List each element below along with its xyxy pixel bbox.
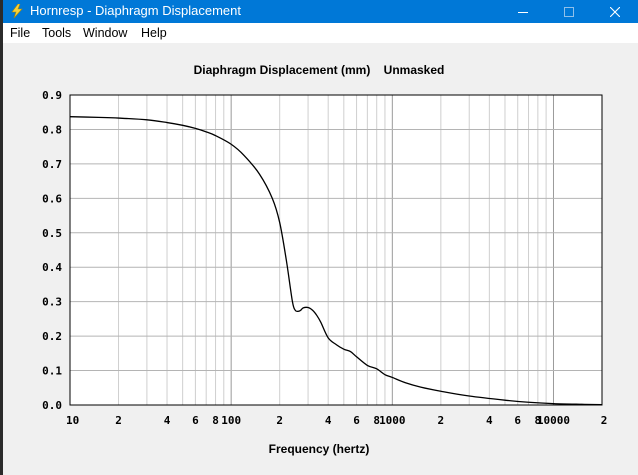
x-tick-label: 8 [373,414,380,427]
minimize-icon [518,11,528,13]
plot-border [69,94,603,406]
x-tick-label: 100 [221,414,241,427]
x-tick-label: 1000 [379,414,406,427]
plot-area [69,94,603,406]
y-tick-label: 0.5 [42,227,62,240]
y-tick-label: 0.6 [42,192,62,205]
chart-title: Diaphragm Displacement (mm) Unmasked [0,63,638,77]
y-tick-label: 0.1 [42,365,62,378]
x-tick-label: 4 [486,414,493,427]
x-tick-label: 2 [115,414,122,427]
y-tick-label: 0.8 [42,123,62,136]
window-title: Hornresp - Diaphragm Displacement [30,3,241,18]
x-tick-label: 4 [325,414,332,427]
grid-lines [70,95,602,405]
menu-bar: File Tools Window Help [3,23,638,43]
x-tick-label: 10000 [537,414,570,427]
y-tick-label: 0.9 [42,89,62,102]
y-tick-label: 0.7 [42,158,62,171]
menu-tools[interactable]: Tools [42,26,72,40]
menu-file[interactable]: File [10,26,31,40]
maximize-icon [564,6,574,17]
x-axis-title: Frequency (hertz) [268,442,370,456]
lightning-icon [11,4,23,18]
chart-mask-status: Unmasked [383,63,445,77]
y-axis-labels: 0.0 0.1 0.2 0.3 0.4 0.5 0.6 0.7 0.8 0.9 [42,89,62,412]
x-tick-label: 2 [601,414,608,427]
background-strip [0,0,3,475]
x-tick-label: 6 [353,414,360,427]
x-tick-label: 8 [535,414,542,427]
x-tick-label: 2 [276,414,283,427]
y-tick-label: 0.4 [42,261,62,274]
y-tick-label: 0.3 [42,296,62,309]
x-tick-label: 6 [514,414,521,427]
x-tick-label: 2 [438,414,445,427]
menu-window[interactable]: Window [83,26,128,40]
x-tick-label: 4 [164,414,171,427]
close-button[interactable] [592,0,638,23]
x-tick-label: 8 [212,414,219,427]
y-tick-label: 0.2 [42,330,62,343]
chart-title-text: Diaphragm Displacement (mm) [193,63,371,77]
x-tick-label: 6 [192,414,199,427]
title-bar[interactable]: Hornresp - Diaphragm Displacement [3,0,638,23]
close-icon [610,6,620,17]
menu-help[interactable]: Help [141,26,167,40]
minimize-button[interactable] [500,0,546,23]
displacement-curve [69,116,603,406]
maximize-button[interactable] [546,0,592,23]
x-tick-label: 10 [66,414,79,427]
y-tick-label: 0.0 [42,399,62,412]
